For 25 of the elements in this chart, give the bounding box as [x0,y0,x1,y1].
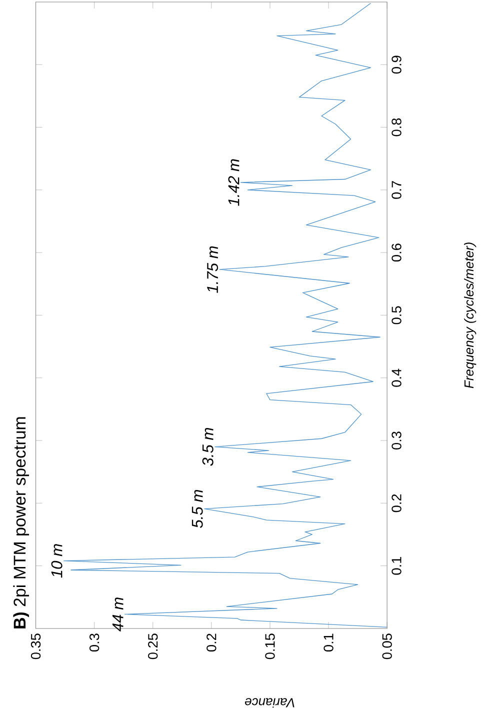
y-tick-label: 0.9 [392,56,402,74]
text: B) 2pi MTM power spectrum [13,417,30,628]
x-tick-label: 0.3 [90,634,100,652]
x-tick-label: 0.25 [148,634,158,660]
y-tick-label: 0.2 [392,494,402,512]
x-tick-label: 0.2 [206,634,217,652]
y-axis-title: Frequency (cycles/meter) [464,242,476,388]
x-tick-label: 0.1 [324,634,334,652]
x-axis-title: Variance [245,698,295,708]
x-tick-label: 0.35 [31,634,41,660]
annotation: 1.42 m [228,159,240,206]
y-tick-label: 0.1 [392,556,402,575]
x-tick-label: 0.05 [382,634,392,660]
annotation: 10 m [52,544,63,578]
y-tick-label: 0.6 [392,244,402,262]
annotation: 3.5 m [202,428,214,466]
annotation: 5.5 m [192,490,204,528]
annotation: 1.75 m [207,246,218,293]
y-tick-label: 0.8 [392,118,402,136]
y-tick-label: 0.5 [392,306,402,324]
annotation: 44 m [112,598,124,632]
y-tick-label: 0.7 [392,181,402,199]
x-tick-label: 0.15 [265,634,276,660]
y-tick-label: 0.3 [392,432,402,450]
y-tick-label: 0.4 [392,368,402,387]
